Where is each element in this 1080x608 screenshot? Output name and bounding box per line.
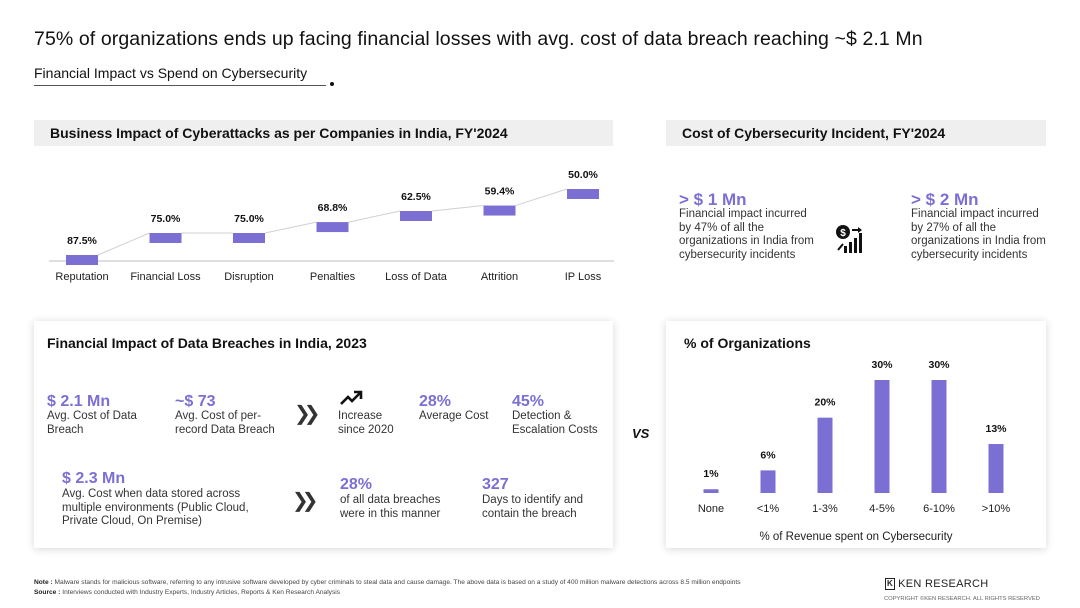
multi-env-label: Avg. Cost when data stored across multip… bbox=[62, 488, 249, 527]
chevron-right-icon: ❯❯ bbox=[294, 403, 320, 425]
cost-incident-header: Cost of Cybersecurity Incident, FY'2024 bbox=[666, 120, 1046, 146]
x-axis-title: % of Revenue spent on Cybersecurity bbox=[759, 531, 952, 543]
tick-label: Attrition bbox=[481, 271, 518, 283]
days-value: 327 bbox=[482, 476, 509, 493]
per-record-value: ~$ 73 bbox=[175, 393, 216, 410]
cost-left-label: Financial impact incurred by 47% of all … bbox=[679, 208, 814, 261]
data-label: 68.8% bbox=[318, 202, 348, 214]
multi-env-value: $ 2.3 Mn bbox=[62, 470, 126, 487]
breach-card-title: Financial Impact of Data Breaches in Ind… bbox=[47, 335, 367, 351]
brand-logo: K KEN RESEARCH bbox=[885, 578, 988, 590]
tick-label: Loss of Data bbox=[385, 271, 448, 283]
tick-label: Penalties bbox=[310, 271, 356, 283]
cost-right-label: Financial impact incurred by 27% of all … bbox=[911, 208, 1046, 261]
bar-disruption bbox=[233, 233, 265, 243]
brand-text: KEN RESEARCH bbox=[898, 578, 989, 590]
source: Source : Interviews conducted with Indus… bbox=[34, 589, 340, 596]
bar-attrition bbox=[483, 205, 516, 216]
orgs-chart: 1% None 6% <1% 20% 1-3% 30% 4-5% 30% 6-10% 13% >10%… bbox=[698, 359, 1011, 543]
business-impact-header: Business Impact of Cyberattacks as per C… bbox=[34, 120, 613, 146]
tick-label: Financial Loss bbox=[130, 271, 201, 283]
bar-4 bbox=[931, 380, 947, 493]
vs-label: VS bbox=[632, 426, 650, 441]
trend-up-icon bbox=[340, 390, 363, 405]
data-label: 13% bbox=[985, 423, 1007, 435]
bar-reputation bbox=[66, 255, 98, 265]
orgs-card-title: % of Organizations bbox=[684, 335, 811, 351]
ken-logo-icon: K bbox=[885, 578, 896, 590]
avg-increase-label: Average Cost bbox=[419, 410, 489, 422]
tick-label: 6-10% bbox=[923, 503, 955, 515]
data-label: 75.0% bbox=[234, 213, 264, 225]
days-label: Days to identify and contain the breach bbox=[482, 494, 584, 520]
page-title: 75% of organizations ends up facing fina… bbox=[34, 28, 923, 50]
data-label: 50.0% bbox=[568, 169, 598, 181]
connector-line bbox=[264, 221, 317, 234]
data-label: 75.0% bbox=[151, 213, 181, 225]
bar-5 bbox=[988, 444, 1004, 493]
note: Note : Malware stands for malicious soft… bbox=[34, 579, 741, 586]
bar-ip-loss bbox=[567, 189, 599, 199]
tick-label: >10% bbox=[982, 503, 1011, 515]
subtitle-dot bbox=[330, 82, 334, 86]
source-label: Source : bbox=[34, 589, 61, 596]
bar-financial-loss bbox=[149, 233, 182, 243]
page-subtitle: Financial Impact vs Spend on Cybersecuri… bbox=[34, 65, 326, 86]
increase-label: Increase since 2020 bbox=[338, 410, 394, 436]
svg-text:$: $ bbox=[840, 228, 846, 239]
data-label: 30% bbox=[928, 359, 950, 371]
cost-right-value: > $ 2 Mn bbox=[911, 190, 979, 209]
bar-loss-of-data bbox=[400, 211, 432, 221]
data-label: 20% bbox=[814, 397, 836, 409]
data-label: 6% bbox=[760, 449, 776, 461]
finance-growth-icon: $ bbox=[836, 225, 862, 253]
data-label: 87.5% bbox=[67, 235, 97, 247]
tick-label: IP Loss bbox=[565, 271, 602, 283]
tick-label: None bbox=[698, 503, 724, 515]
source-text: Interviews conducted with Industry Exper… bbox=[62, 589, 341, 596]
avg-cost-label: Avg. Cost of Data Breach bbox=[47, 410, 137, 436]
share-value: 28% bbox=[340, 476, 373, 493]
connector-line bbox=[515, 188, 568, 207]
bar-3 bbox=[874, 380, 890, 493]
connector-line bbox=[431, 205, 484, 212]
data-label: 62.5% bbox=[401, 191, 431, 203]
note-label: Note : bbox=[34, 579, 53, 586]
tick-label: 1-3% bbox=[812, 503, 838, 515]
connector-line bbox=[97, 232, 150, 256]
orgs-card: % of Organizations 1% None 6% <1% 20% 1-3% 30%… bbox=[666, 321, 1046, 548]
detection-label: Detection & Escalation Costs bbox=[512, 410, 598, 436]
chevron-right-icon: ❯❯ bbox=[292, 490, 318, 512]
avg-increase-value: 28% bbox=[419, 393, 452, 410]
cost-left-value: > $ 1 Mn bbox=[679, 190, 747, 209]
copyright: COPYRIGHT ©KEN RESEARCH. ALL RIGHTS RESE… bbox=[884, 596, 1040, 602]
business-impact-chart: 87.5% Reputation 75.0% Financial Loss 75.0% D… bbox=[49, 169, 614, 283]
detection-value: 45% bbox=[512, 393, 545, 410]
bar-1 bbox=[760, 470, 776, 493]
data-label: 1% bbox=[703, 468, 719, 480]
tick-label: 4-5% bbox=[869, 503, 895, 515]
bar-0 bbox=[703, 489, 719, 493]
data-label: 30% bbox=[871, 359, 893, 371]
tick-label: <1% bbox=[757, 503, 780, 515]
share-label: of all data breaches were in this manner bbox=[340, 494, 441, 520]
per-record-label: Avg. Cost of per-record Data Breach bbox=[175, 410, 275, 436]
avg-cost-value: $ 2.1 Mn bbox=[47, 393, 111, 410]
tick-label: Reputation bbox=[55, 271, 108, 283]
bar-2 bbox=[817, 417, 833, 493]
connector-line bbox=[348, 210, 401, 223]
data-label: 59.4% bbox=[485, 186, 515, 198]
bar-penalties bbox=[316, 222, 349, 233]
breach-card: Financial Impact of Data Breaches in Ind… bbox=[34, 321, 613, 548]
note-text: Malware stands for malicious software, r… bbox=[54, 579, 741, 586]
tick-label: Disruption bbox=[224, 271, 274, 283]
